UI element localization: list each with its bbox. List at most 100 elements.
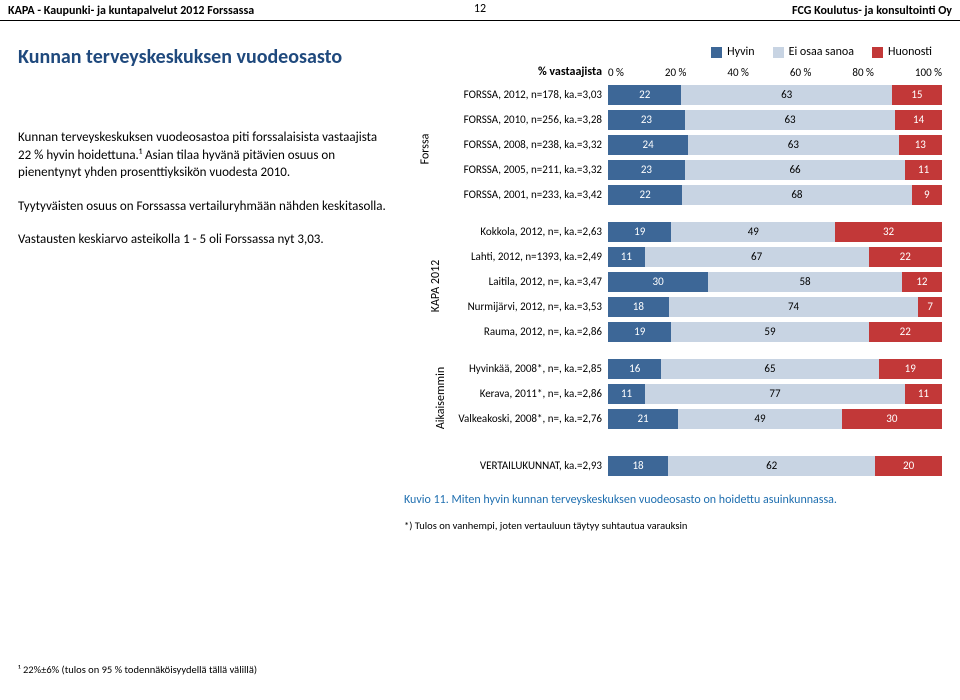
chart-row: Lahti, 2012, n=1393, ka.=2,49116722 — [442, 245, 942, 268]
chart-column: HyvinEi osaa sanoaHuonosti ForssaKAPA 20… — [404, 45, 942, 532]
legend: Hyvin Ei osaa sanoa Huonosti — [404, 45, 932, 59]
chart-row: Kokkola, 2012, n=, ka.=2,63194932 — [442, 220, 942, 243]
stacked-bar: 236611 — [608, 160, 942, 180]
stacked-bar: 117711 — [608, 384, 942, 404]
row-label: Laitila, 2012, n=, ka.=3,47 — [442, 275, 608, 288]
row-label: FORSSA, 2008, n=238, ka.=3,32 — [442, 138, 608, 151]
row-label: Hyvinkää, 2008*, n=, ka.=2,85 — [442, 362, 608, 375]
summary-spacer — [442, 432, 942, 454]
legend-swatch — [872, 47, 883, 58]
bar-segment: 66 — [685, 160, 905, 180]
bar-segment: 14 — [895, 110, 942, 130]
bar-segment: 30 — [842, 409, 942, 429]
bar-segment: 23 — [608, 110, 685, 130]
axis-tick: 40 % — [727, 66, 749, 79]
chart-row: FORSSA, 2010, n=256, ka.=3,28236314 — [442, 108, 942, 131]
group-spacer — [442, 345, 942, 357]
bar-segment: 30 — [608, 272, 708, 292]
chart-row: Nurmijärvi, 2012, n=, ka.=3,5318747 — [442, 295, 942, 318]
legend-item: Huonosti — [872, 45, 932, 59]
bar-segment: 12 — [902, 272, 942, 292]
chart-row: VERTAILUKUNNAT, ka.=2,93186220 — [442, 454, 942, 477]
group-label: KAPA 2012 — [429, 259, 443, 311]
bar-segment: 24 — [608, 135, 688, 155]
stacked-bar: 195922 — [608, 322, 942, 342]
legend-label: Ei osaa sanoa — [789, 45, 854, 59]
group-spacer — [442, 208, 942, 220]
stacked-bar: 305812 — [608, 272, 942, 292]
bar-segment: 62 — [668, 456, 875, 476]
bar-segment: 19 — [879, 359, 942, 379]
chart-row: FORSSA, 2012, n=178, ka.=3,03226315 — [442, 83, 942, 106]
bar-segment: 9 — [912, 185, 942, 205]
chart-row: FORSSA, 2001, n=233, ka.=3,4222689 — [442, 183, 942, 206]
bar-segment: 21 — [608, 409, 678, 429]
bar-segment: 49 — [671, 222, 835, 242]
row-label: Kokkola, 2012, n=, ka.=2,63 — [442, 225, 608, 238]
stacked-bar: 246313 — [608, 135, 942, 155]
bars-column: % vastaajista 0 %20 %40 %60 %80 %100 % F… — [442, 65, 942, 479]
stacked-bar: 226315 — [608, 85, 942, 105]
bar-segment: 20 — [875, 456, 942, 476]
row-label: Rauma, 2012, n=, ka.=2,86 — [442, 325, 608, 338]
bar-segment: 11 — [905, 160, 942, 180]
paragraph-3: Vastausten keskiarvo asteikolla 1 - 5 ol… — [18, 231, 388, 249]
row-label: Lahti, 2012, n=1393, ka.=2,49 — [442, 250, 608, 263]
bar-segment: 11 — [608, 247, 645, 267]
legend-label: Huonosti — [888, 45, 932, 59]
row-label: FORSSA, 2012, n=178, ka.=3,03 — [442, 88, 608, 101]
stacked-bar: 22689 — [608, 185, 942, 205]
page-number: 12 — [474, 2, 486, 16]
bar-segment: 68 — [682, 185, 911, 205]
stacked-bar: 214930 — [608, 409, 942, 429]
chart-row: FORSSA, 2008, n=238, ka.=3,32246313 — [442, 133, 942, 156]
chart-row: Hyvinkää, 2008*, n=, ka.=2,85166519 — [442, 357, 942, 380]
bar-segment: 63 — [685, 110, 895, 130]
chart-row: Valkeakoski, 2008*, n=, ka.=2,76214930 — [442, 407, 942, 430]
header-left: KAPA - Kaupunki- ja kuntapalvelut 2012 F… — [8, 4, 254, 18]
bar-segment: 22 — [608, 85, 681, 105]
row-label: FORSSA, 2001, n=233, ka.=3,42 — [442, 188, 608, 201]
axis-label: % vastaajista — [442, 65, 608, 79]
axis-tick: 20 % — [665, 66, 687, 79]
footnote-right: *) Tulos on vanhempi, joten vertauluun t… — [404, 519, 942, 532]
stacked-bar: 166519 — [608, 359, 942, 379]
bar-segment: 22 — [869, 322, 942, 342]
legend-item: Ei osaa sanoa — [773, 45, 854, 59]
row-label: Valkeakoski, 2008*, n=, ka.=2,76 — [442, 412, 608, 425]
axis-header: % vastaajista 0 %20 %40 %60 %80 %100 % — [442, 65, 942, 79]
bar-segment: 13 — [899, 135, 942, 155]
chart-row: Rauma, 2012, n=, ka.=2,86195922 — [442, 320, 942, 343]
bar-segment: 63 — [688, 135, 898, 155]
bar-segment: 18 — [608, 456, 668, 476]
chart-caption: Kuvio 11. Miten hyvin kunnan terveyskesk… — [404, 493, 942, 509]
legend-label: Hyvin — [727, 45, 754, 59]
header-right: FCG Koulutus- ja konsultointi Oy — [792, 4, 952, 18]
bar-segment: 22 — [869, 247, 942, 267]
bar-segment: 67 — [645, 247, 869, 267]
legend-swatch — [711, 47, 722, 58]
chart-container: ForssaKAPA 2012Aikaisemmin % vastaajista… — [404, 65, 942, 479]
bar-segment: 7 — [918, 297, 942, 317]
bar-segment: 49 — [678, 409, 842, 429]
chart-row: Kerava, 2011*, n=, ka.=2,86117711 — [442, 382, 942, 405]
bar-segment: 19 — [608, 322, 671, 342]
row-label: Kerava, 2011*, n=, ka.=2,86 — [442, 387, 608, 400]
stacked-bar: 18747 — [608, 297, 942, 317]
bar-segment: 22 — [608, 185, 682, 205]
row-label: FORSSA, 2010, n=256, ka.=3,28 — [442, 113, 608, 126]
content: Kunnan terveyskeskuksen vuodeosasto Kunn… — [0, 21, 960, 532]
stacked-bar: 236314 — [608, 110, 942, 130]
footnote-left: ¹ 22%±6% (tulos on 95 % todennäköisyydel… — [18, 663, 257, 676]
paragraph-1: Kunnan terveyskeskuksen vuodeosastoa pit… — [18, 129, 388, 182]
row-label: VERTAILUKUNNAT, ka.=2,93 — [442, 459, 608, 472]
bar-segment: 59 — [671, 322, 868, 342]
bar-segment: 63 — [681, 85, 891, 105]
stacked-bar: 186220 — [608, 456, 942, 476]
chart-row: FORSSA, 2005, n=211, ka.=3,32236611 — [442, 158, 942, 181]
stacked-bar: 116722 — [608, 247, 942, 267]
row-label: Nurmijärvi, 2012, n=, ka.=3,53 — [442, 300, 608, 313]
bar-segment: 58 — [708, 272, 902, 292]
axis-tick: 100 % — [915, 66, 942, 79]
axis-tick: 0 % — [608, 66, 624, 79]
